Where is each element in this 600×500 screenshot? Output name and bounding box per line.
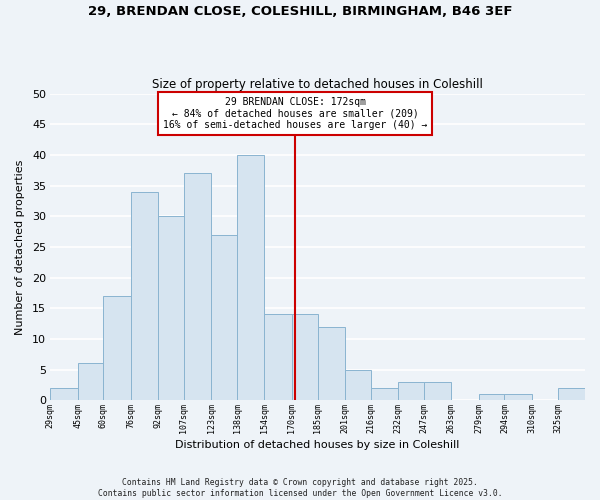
- Bar: [131, 192, 158, 400]
- Title: Size of property relative to detached houses in Coleshill: Size of property relative to detached ho…: [152, 78, 483, 91]
- Bar: [211, 234, 237, 400]
- Bar: [184, 174, 211, 400]
- Bar: [479, 394, 505, 400]
- Bar: [317, 326, 345, 400]
- Bar: [424, 382, 451, 400]
- Bar: [237, 155, 265, 400]
- Text: 29, BRENDAN CLOSE, COLESHILL, BIRMINGHAM, B46 3EF: 29, BRENDAN CLOSE, COLESHILL, BIRMINGHAM…: [88, 5, 512, 18]
- Bar: [50, 388, 77, 400]
- Bar: [77, 364, 103, 401]
- Bar: [557, 388, 585, 400]
- Bar: [505, 394, 532, 400]
- X-axis label: Distribution of detached houses by size in Coleshill: Distribution of detached houses by size …: [175, 440, 460, 450]
- Text: 29 BRENDAN CLOSE: 172sqm
← 84% of detached houses are smaller (209)
16% of semi-: 29 BRENDAN CLOSE: 172sqm ← 84% of detach…: [163, 96, 428, 130]
- Bar: [398, 382, 424, 400]
- Bar: [292, 314, 317, 400]
- Bar: [103, 296, 131, 401]
- Text: Contains HM Land Registry data © Crown copyright and database right 2025.
Contai: Contains HM Land Registry data © Crown c…: [98, 478, 502, 498]
- Bar: [371, 388, 398, 400]
- Bar: [265, 314, 292, 400]
- Bar: [158, 216, 184, 400]
- Bar: [345, 370, 371, 400]
- Y-axis label: Number of detached properties: Number of detached properties: [15, 159, 25, 334]
